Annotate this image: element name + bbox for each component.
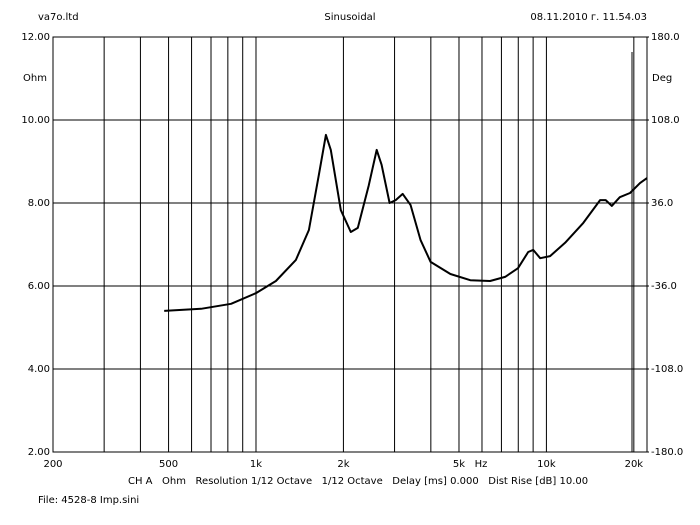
right-header: 08.11.2010 г. 11.54.03 — [530, 12, 647, 23]
y-tick-label: 8.00 — [28, 198, 50, 209]
y-tick-label: 12.00 — [21, 32, 50, 43]
y2-axis-label: Deg — [652, 73, 672, 84]
y2-tick-label: 180.0 — [651, 32, 680, 43]
y-tick-label: 2.00 — [28, 447, 50, 458]
x-tick-label: 5k — [453, 459, 465, 470]
y2-tick-label: 36.0 — [651, 198, 673, 209]
y-tick-label: 6.00 — [28, 281, 50, 292]
chart-title: Sinusoidal — [324, 12, 375, 23]
y-axis-label: Ohm — [23, 73, 47, 84]
x-tick-label: 2k — [337, 459, 349, 470]
x-tick-label: 20k — [625, 459, 644, 470]
y2-tick-label: 108.0 — [651, 115, 680, 126]
x-tick-label: 10k — [537, 459, 556, 470]
left-header: va7o.ltd — [38, 12, 79, 23]
x-axis-label: Hz — [475, 459, 488, 470]
y2-tick-label: -180.0 — [651, 447, 683, 458]
impedance-curve — [164, 133, 648, 312]
footer: CH A Ohm Resolution 1/12 Octave 1/12 Oct… — [128, 476, 588, 487]
x-tick-label: 500 — [159, 459, 178, 470]
y-tick-label: 4.00 — [28, 364, 50, 375]
x-tick-label: 1k — [250, 459, 262, 470]
y2-tick-label: -108.0 — [651, 364, 683, 375]
file-name: File: 4528-8 Imp.sini — [38, 495, 139, 506]
y2-tick-label: -36.0 — [651, 281, 677, 292]
x-tick-label: 200 — [43, 459, 62, 470]
y-tick-label: 10.00 — [21, 115, 50, 126]
